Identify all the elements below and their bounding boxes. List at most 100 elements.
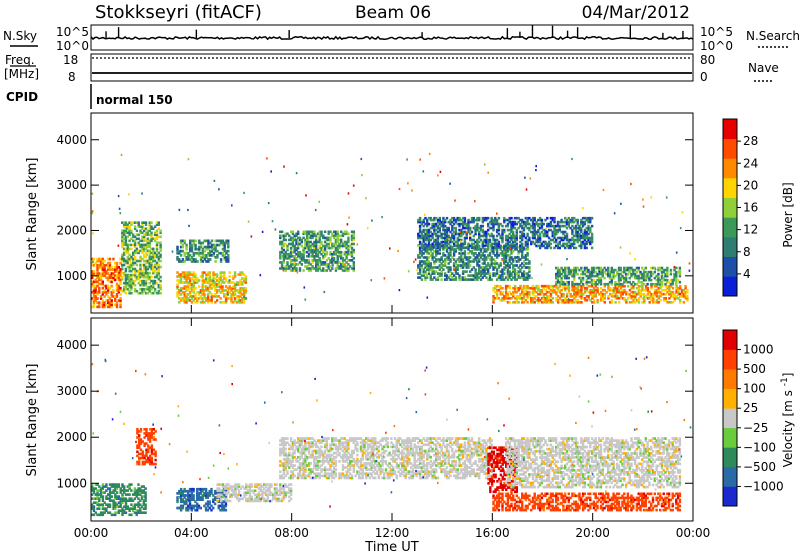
echo-cell [297,255,300,258]
echo-cell [596,286,599,290]
echo-cell [678,280,682,284]
echo-cell [306,232,309,236]
echo-cell [178,492,181,495]
echo-cell [114,493,117,496]
echo-cell [152,291,155,295]
echo-speck [274,228,277,231]
echo-cell [126,249,129,253]
echo-speck [517,255,519,258]
echo-cell [179,496,183,499]
echo-cell [633,282,637,286]
echo-cell [101,290,104,294]
echo-cell [103,301,106,304]
echo-cell [336,230,339,234]
echo-cell [490,246,493,250]
echo-cell [540,242,544,246]
echo-cell [315,255,318,258]
echo-cell [504,224,508,228]
echo-cell [546,299,549,302]
echo-speck [411,189,413,192]
echo-cell [560,244,563,248]
echo-cell [470,242,474,246]
echo-cell [433,238,436,242]
echo-speck [348,216,350,219]
echo-cell [521,234,524,238]
echo-cell [495,262,499,265]
echo-cell [185,243,188,247]
echo-cell [472,248,475,251]
echo-cell [445,274,449,277]
echo-cell [456,240,459,244]
echo-cell [503,299,506,302]
echo-cell [110,280,113,284]
echo-cell [295,263,298,266]
echo-cell [429,264,432,267]
echo-cell [519,224,522,228]
echo-cell [190,504,193,508]
echo-cell [343,269,346,272]
echo-cell [233,287,237,290]
echo-cell [519,222,522,226]
echo-cell [133,267,137,271]
echo-cell [657,274,660,278]
echo-cell [451,224,454,228]
echo-cell [524,224,527,228]
echo-cell [108,495,112,498]
echo-cell [320,232,323,236]
echo-cell [431,248,434,251]
echo-cell [340,267,343,270]
echo-cell [616,286,619,290]
echo-cell [535,286,538,290]
echo-cell [517,270,520,273]
echo-speck [213,179,216,182]
echo-speck [126,227,128,230]
echo-cell [616,284,619,288]
echo-cell [438,272,441,275]
echo-cell [126,275,129,279]
echo-cell [539,292,542,296]
echo-cell [311,265,314,268]
echo-cell [565,284,569,288]
echo-cell [503,256,506,259]
echo-cell [530,230,533,234]
echo-cell [470,218,474,222]
echo-cell [322,263,325,266]
echo-cell [144,261,148,265]
echo-cell [110,293,113,296]
echo-cell [148,251,151,255]
echo-cell [546,295,549,298]
echo-cell [320,269,323,272]
echo-cell [461,272,465,275]
echo-cell [132,273,135,277]
echo-cell [91,305,94,309]
echo-cell [445,242,449,246]
echo-cell [105,293,108,296]
echo-cell [567,280,570,284]
echo-cell [560,295,563,298]
echo-cell [512,266,515,269]
echo-cell [311,248,314,252]
echo-cell [478,226,481,230]
echo-cell [343,252,346,256]
echo-cell [96,257,99,261]
echo-cell [185,293,188,296]
echo-cell [487,268,490,271]
echo-cell [495,222,499,226]
echo-cell [210,283,213,286]
echo-cell [431,246,434,249]
echo-cell [329,259,332,262]
echo-cell [311,259,314,262]
echo-cell [130,279,133,283]
echo-cell [136,444,139,447]
echo-cell [540,297,544,300]
echo-speck [535,169,537,172]
echo-cell [139,442,143,445]
echo-cell [199,260,203,263]
echo-cell [426,274,429,277]
echo-cell [201,275,204,278]
echo-cell [641,282,644,286]
echo-cell [224,277,228,280]
echo-cell [417,264,420,267]
echo-cell [316,252,320,256]
echo-cell [327,267,330,270]
